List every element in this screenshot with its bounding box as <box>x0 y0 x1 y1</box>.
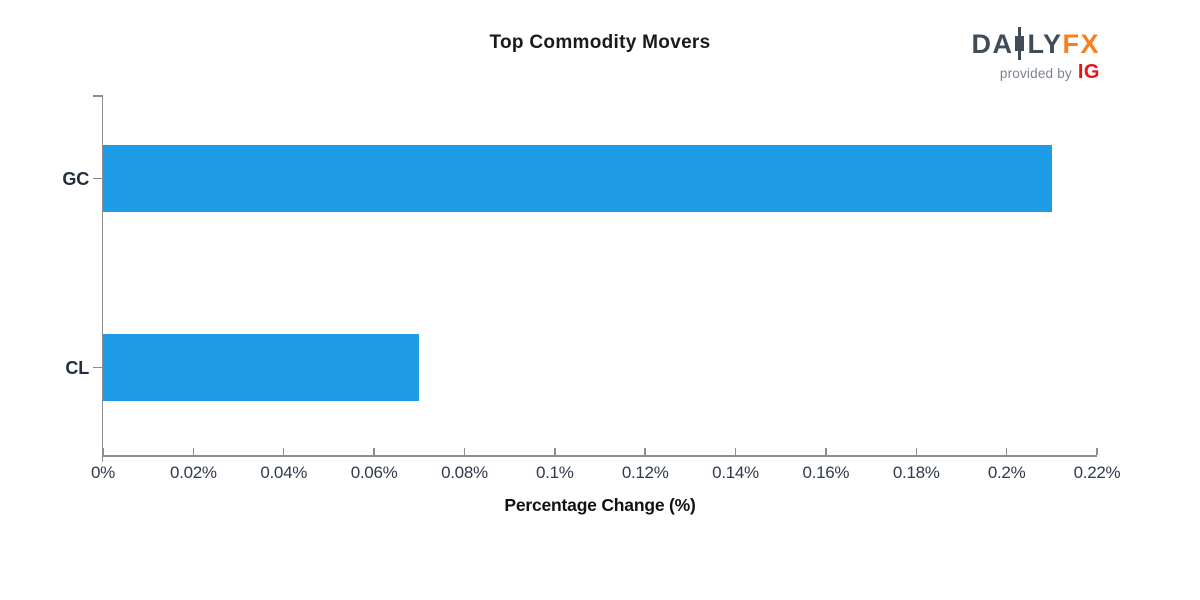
x-tick <box>463 448 466 455</box>
x-tick-label: 0.16% <box>802 463 850 482</box>
chart-title: Top Commodity Movers <box>489 32 711 53</box>
logo-text-fx: FX <box>1062 28 1100 59</box>
x-tick <box>1096 448 1098 455</box>
candlestick-body <box>1015 36 1025 51</box>
provided-by-label: provided by <box>999 66 1072 81</box>
x-tick <box>192 448 195 455</box>
logo-subline: provided by IG <box>971 61 1100 84</box>
ig-logo: IG <box>1077 61 1100 83</box>
x-tick-label: 0.2% <box>987 463 1026 482</box>
x-tick <box>915 448 918 455</box>
y-tick <box>93 366 102 369</box>
x-tick-label: 0.02% <box>170 463 217 482</box>
category-label-gc: GC <box>62 168 89 189</box>
x-axis-line <box>101 455 1097 457</box>
candlestick-icon <box>1015 27 1025 60</box>
dailyfx-wordmark: DA LY FX <box>971 27 1100 60</box>
x-tick-label: 0.08% <box>441 463 488 482</box>
y-axis-end-tick <box>93 95 102 97</box>
y-tick <box>93 177 102 180</box>
x-axis-title: Percentage Change (%) <box>504 495 696 515</box>
x-tick-label: 0.14% <box>712 463 759 482</box>
x-tick <box>1005 448 1008 455</box>
x-tick <box>554 448 556 455</box>
category-label-cl: CL <box>65 357 89 378</box>
bar-cl <box>103 334 420 401</box>
bar-gc <box>103 145 1052 212</box>
y-axis-line <box>101 95 103 462</box>
logo-text-ly: LY <box>1027 28 1063 59</box>
x-tick-label: 0% <box>91 463 115 482</box>
x-tick-label: 0.04% <box>260 463 308 482</box>
x-tick <box>644 448 646 455</box>
x-tick-label: 0.12% <box>621 463 669 482</box>
dailyfx-logo: DA LY FX provided by IG <box>971 27 1100 84</box>
x-tick <box>373 448 375 455</box>
logo-text-da: DA <box>971 28 1014 59</box>
x-tick-label: 0.06% <box>350 463 398 482</box>
x-tick <box>282 448 285 455</box>
x-tick <box>825 448 827 455</box>
x-tick-label: 0.22% <box>1073 463 1121 482</box>
x-tick <box>734 448 737 455</box>
x-tick-label: 0.1% <box>536 463 574 482</box>
x-tick <box>102 448 104 455</box>
x-tick-label: 0.18% <box>892 463 940 482</box>
